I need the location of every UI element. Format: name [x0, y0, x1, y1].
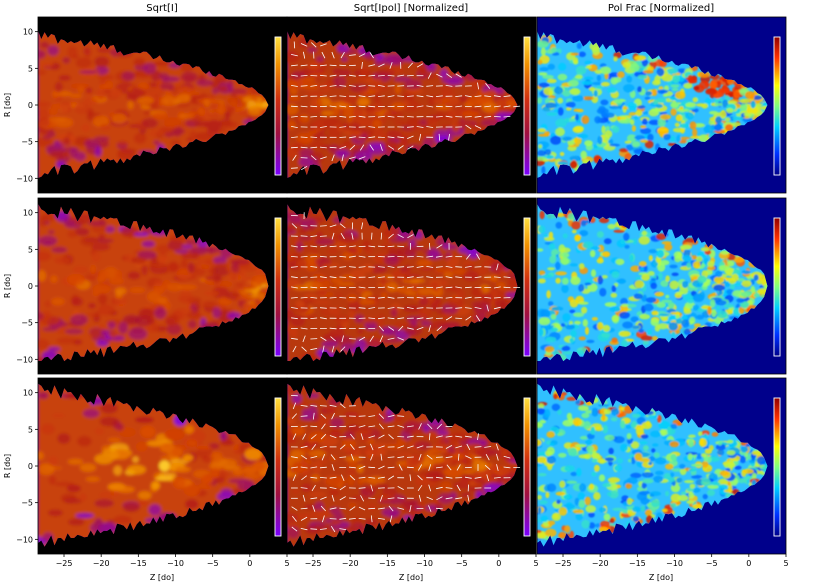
y-tick-label: −5 [21, 138, 33, 147]
y-tick-label: 0 [28, 282, 33, 291]
x-tick-label: −15 [379, 559, 396, 568]
panel-r2-c3 [536, 197, 787, 375]
y-tick-label: −10 [16, 535, 33, 544]
y-tick-label: 10 [23, 209, 33, 218]
x-tick-label: 0 [247, 559, 252, 568]
xlabel-col3: Z [do] [649, 573, 673, 582]
panel-r1-c2 [286, 16, 537, 194]
col-title-2: Sqrt[Ipol] [Normalized] [354, 3, 469, 14]
x-tick-label: 0 [496, 559, 501, 568]
panel-frame [536, 197, 787, 375]
panel-frame [536, 377, 787, 555]
colorbar [773, 36, 781, 176]
y-tick-label: −5 [21, 499, 33, 508]
panel-frame [286, 16, 537, 194]
x-tick-label: −10 [416, 559, 433, 568]
colorbar [274, 36, 282, 176]
x-tick-label: −5 [207, 559, 219, 568]
colorbar [274, 217, 282, 357]
x-tick-label: −5 [706, 559, 718, 568]
colorbar [773, 217, 781, 357]
x-tick-label: −20 [592, 559, 609, 568]
x-tick-label: −15 [130, 559, 147, 568]
x-tick-label: −5 [456, 559, 468, 568]
colorbar [773, 397, 781, 537]
panel-r1-c3 [536, 16, 787, 194]
panel-r3-c2: −25 −20 −15 −10 −5 0 5 [286, 377, 539, 568]
xlabel-col2: Z [do] [399, 573, 423, 582]
panel-r2-c1: 10 5 0 −5 −10 [16, 197, 288, 375]
y-tick-label: 10 [23, 389, 33, 398]
panel-frame [536, 16, 787, 194]
ylabel-row2: R [do] [3, 274, 12, 298]
x-tick-label: 5 [533, 559, 538, 568]
panel-frame [286, 377, 537, 555]
panel-r3-c3: −25 −20 −15 −10 −5 0 5 [536, 377, 789, 568]
y-tick-label: 10 [23, 28, 33, 37]
panel-r2-c2 [286, 197, 537, 375]
panel-r1-c1: 10 5 0 −5 −10 [16, 16, 288, 194]
x-tick-label: −20 [342, 559, 359, 568]
x-tick-label: 5 [783, 559, 788, 568]
colorbar [274, 397, 282, 537]
colorbar [523, 217, 531, 357]
ylabel-row3: R [do] [3, 454, 12, 478]
y-tick-label: −10 [16, 174, 33, 183]
polarization-vectors [290, 212, 521, 353]
col-title-3: Pol Frac [Normalized] [608, 3, 714, 14]
colorbar [523, 36, 531, 176]
x-tick-label: 0 [746, 559, 751, 568]
x-tick-label: −20 [93, 559, 110, 568]
x-tick-label: −25 [305, 559, 322, 568]
y-tick-label: 5 [28, 425, 33, 434]
y-tick-label: 5 [28, 64, 33, 73]
y-tick-label: −10 [16, 355, 33, 364]
x-tick-label: 5 [284, 559, 289, 568]
colorbar [523, 397, 531, 537]
x-tick-label: −15 [629, 559, 646, 568]
col-title-1: Sqrt[I] [146, 3, 178, 14]
ylabel-row1: R [do] [3, 93, 12, 117]
x-tick-label: −10 [666, 559, 683, 568]
panel-frame [286, 197, 537, 375]
y-tick-label: −5 [21, 319, 33, 328]
y-tick-label: 5 [28, 245, 33, 254]
x-tick-label: −25 [555, 559, 572, 568]
x-tick-label: −10 [167, 559, 184, 568]
polarization-vectors [290, 41, 521, 171]
y-tick-label: 0 [28, 101, 33, 110]
y-tick-label: 0 [28, 462, 33, 471]
x-tick-label: −25 [56, 559, 73, 568]
xlabel-col1: Z [do] [150, 573, 174, 582]
polarization-vectors [290, 395, 521, 533]
panel-r3-c1: 10 5 0 −5 −10 −25 −20 −15 −10 −5 0 5 [16, 377, 290, 568]
